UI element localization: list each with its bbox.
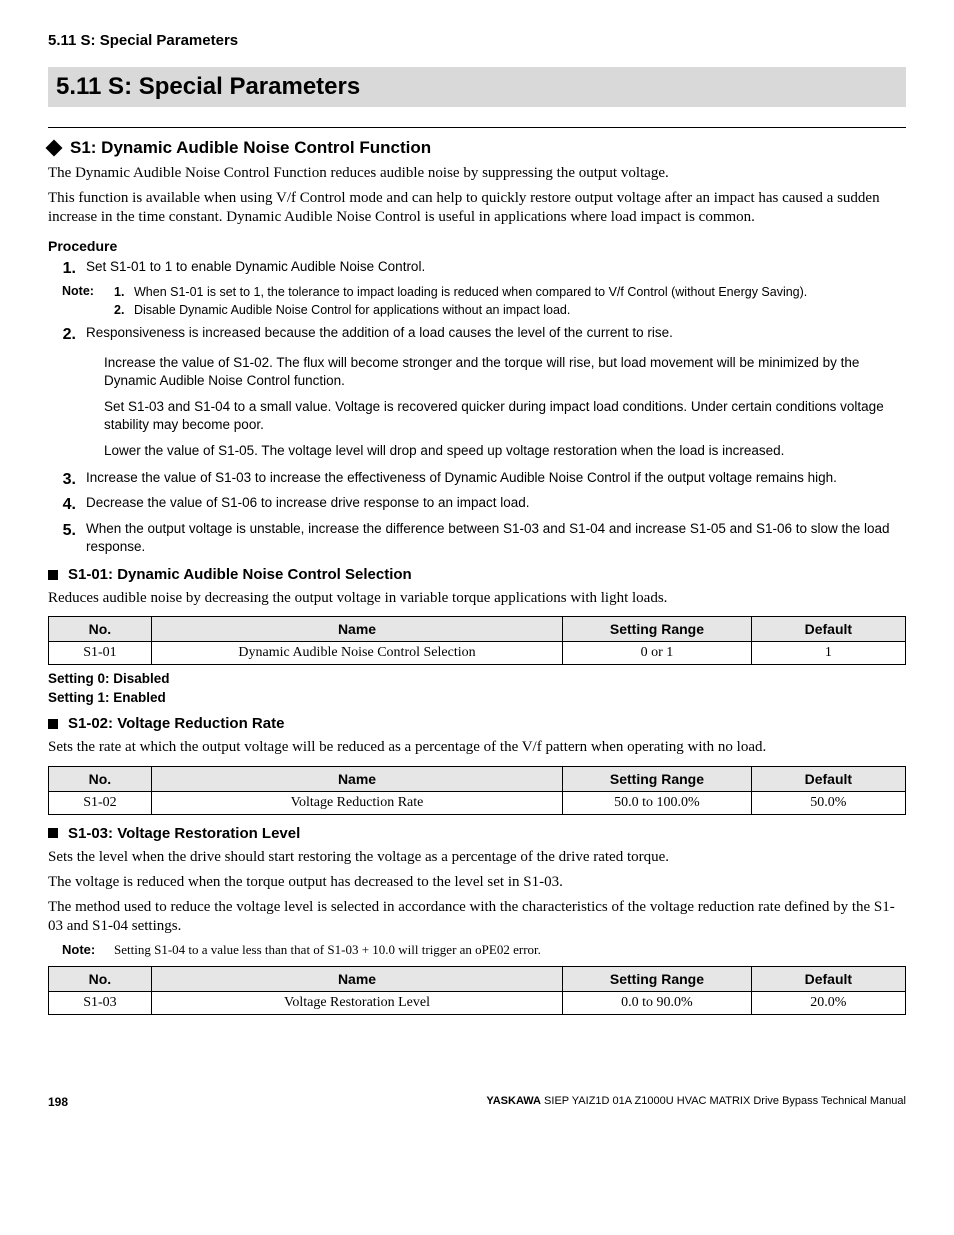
table-row: S1-03 Voltage Restoration Level 0.0 to 9… [49, 992, 906, 1015]
th-range: Setting Range [563, 766, 752, 791]
step-3-body: Increase the value of S1-03 to increase … [86, 469, 906, 491]
step-1-body: Set S1-01 to 1 to enable Dynamic Audible… [86, 258, 906, 280]
s1-01-heading: S1-01: Dynamic Audible Noise Control Sel… [48, 566, 906, 583]
s1-heading-text: S1: Dynamic Audible Noise Control Functi… [70, 138, 431, 158]
square-icon [48, 719, 58, 729]
step-3-num: 3. [48, 469, 86, 491]
divider [48, 127, 906, 128]
step-2-para-c: Set S1-03 and S1-04 to a small value. Vo… [104, 398, 906, 434]
td-name: Dynamic Audible Noise Control Selection [151, 642, 562, 665]
th-no: No. [49, 967, 152, 992]
note-content: 1. When S1-01 is set to 1, the tolerance… [114, 283, 906, 320]
s1-heading: S1: Dynamic Audible Noise Control Functi… [48, 138, 906, 158]
table-header-row: No. Name Setting Range Default [49, 766, 906, 791]
table-header-row: No. Name Setting Range Default [49, 967, 906, 992]
s1-03-desc3: The method used to reduce the voltage le… [48, 898, 906, 936]
step-5-body: When the output voltage is unstable, inc… [86, 520, 906, 556]
th-range: Setting Range [563, 967, 752, 992]
step-4-body: Decrease the value of S1-06 to increase … [86, 494, 906, 516]
square-icon [48, 828, 58, 838]
step-5-num: 5. [48, 520, 86, 556]
page-header: 5.11 S: Special Parameters [48, 32, 906, 49]
procedure-title: Procedure [48, 238, 906, 254]
square-icon [48, 570, 58, 580]
s1-02-heading: S1-02: Voltage Reduction Rate [48, 715, 906, 732]
th-range: Setting Range [563, 617, 752, 642]
page: 5.11 S: Special Parameters 5.11 S: Speci… [0, 0, 954, 1141]
th-def: Default [751, 766, 905, 791]
step-4-num: 4. [48, 494, 86, 516]
note-label: Note: [62, 942, 114, 958]
setting-1: Setting 1: Enabled [48, 690, 906, 705]
td-def: 50.0% [751, 791, 905, 814]
step-2-body: Responsiveness is increased because the … [86, 324, 906, 346]
diamond-icon [46, 140, 63, 157]
td-range: 50.0 to 100.0% [563, 791, 752, 814]
td-no: S1-02 [49, 791, 152, 814]
procedure-list: 1. Set S1-01 to 1 to enable Dynamic Audi… [48, 258, 906, 557]
setting-0: Setting 0: Disabled [48, 671, 906, 686]
step-5: 5. When the output voltage is unstable, … [48, 520, 906, 556]
step-4: 4. Decrease the value of S1-06 to increa… [48, 494, 906, 516]
step-2: 2. Responsiveness is increased because t… [48, 324, 906, 346]
td-no: S1-03 [49, 992, 152, 1015]
td-name: Voltage Reduction Rate [151, 791, 562, 814]
th-name: Name [151, 617, 562, 642]
step-1: 1. Set S1-01 to 1 to enable Dynamic Audi… [48, 258, 906, 280]
s1-02-desc: Sets the rate at which the output voltag… [48, 738, 906, 757]
s1-03-note: Note: Setting S1-04 to a value less than… [62, 942, 906, 958]
table-row: S1-01 Dynamic Audible Noise Control Sele… [49, 642, 906, 665]
note-label: Note: [62, 283, 114, 320]
s1-01-table: No. Name Setting Range Default S1-01 Dyn… [48, 616, 906, 665]
s1-01-desc: Reduces audible noise by decreasing the … [48, 589, 906, 608]
table-row: S1-02 Voltage Reduction Rate 50.0 to 100… [49, 791, 906, 814]
section-banner: 5.11 S: Special Parameters [48, 67, 906, 107]
footer-text: YASKAWA SIEP YAIZ1D 01A Z1000U HVAC MATR… [486, 1095, 906, 1109]
step-2-para-d: Lower the value of S1-05. The voltage le… [104, 442, 906, 460]
note-1-text: When S1-01 is set to 1, the tolerance to… [134, 284, 807, 301]
note-2: 2. Disable Dynamic Audible Noise Control… [114, 302, 906, 319]
step-2-para-b: Increase the value of S1-02. The flux wi… [104, 354, 906, 390]
s1-02-table: No. Name Setting Range Default S1-02 Vol… [48, 766, 906, 815]
page-number: 198 [48, 1095, 68, 1109]
s1-intro1: The Dynamic Audible Noise Control Functi… [48, 164, 906, 183]
th-no: No. [49, 766, 152, 791]
footer-brand: YASKAWA [486, 1095, 541, 1107]
step-1-note: Note: 1. When S1-01 is set to 1, the tol… [62, 283, 906, 320]
step-3: 3. Increase the value of S1-03 to increa… [48, 469, 906, 491]
s1-03-table: No. Name Setting Range Default S1-03 Vol… [48, 966, 906, 1015]
td-def: 20.0% [751, 992, 905, 1015]
td-def: 1 [751, 642, 905, 665]
td-name: Voltage Restoration Level [151, 992, 562, 1015]
note-1: 1. When S1-01 is set to 1, the tolerance… [114, 284, 906, 301]
note-text: Setting S1-04 to a value less than that … [114, 942, 541, 958]
th-no: No. [49, 617, 152, 642]
step-1-num: 1. [48, 258, 86, 280]
s1-03-desc1: Sets the level when the drive should sta… [48, 848, 906, 867]
td-no: S1-01 [49, 642, 152, 665]
s1-03-heading-text: S1-03: Voltage Restoration Level [68, 825, 300, 842]
s1-03-desc2: The voltage is reduced when the torque o… [48, 873, 906, 892]
td-range: 0 or 1 [563, 642, 752, 665]
note-2-num: 2. [114, 302, 134, 319]
th-name: Name [151, 967, 562, 992]
th-def: Default [751, 967, 905, 992]
page-footer: 198 YASKAWA SIEP YAIZ1D 01A Z1000U HVAC … [48, 1095, 906, 1109]
footer-manual: SIEP YAIZ1D 01A Z1000U HVAC MATRIX Drive… [541, 1095, 906, 1107]
table-header-row: No. Name Setting Range Default [49, 617, 906, 642]
s1-02-heading-text: S1-02: Voltage Reduction Rate [68, 715, 284, 732]
step-2-num: 2. [48, 324, 86, 346]
note-1-num: 1. [114, 284, 134, 301]
th-def: Default [751, 617, 905, 642]
th-name: Name [151, 766, 562, 791]
note-2-text: Disable Dynamic Audible Noise Control fo… [134, 302, 570, 319]
s1-01-heading-text: S1-01: Dynamic Audible Noise Control Sel… [68, 566, 412, 583]
td-range: 0.0 to 90.0% [563, 992, 752, 1015]
s1-intro2: This function is available when using V/… [48, 189, 906, 227]
s1-03-heading: S1-03: Voltage Restoration Level [48, 825, 906, 842]
